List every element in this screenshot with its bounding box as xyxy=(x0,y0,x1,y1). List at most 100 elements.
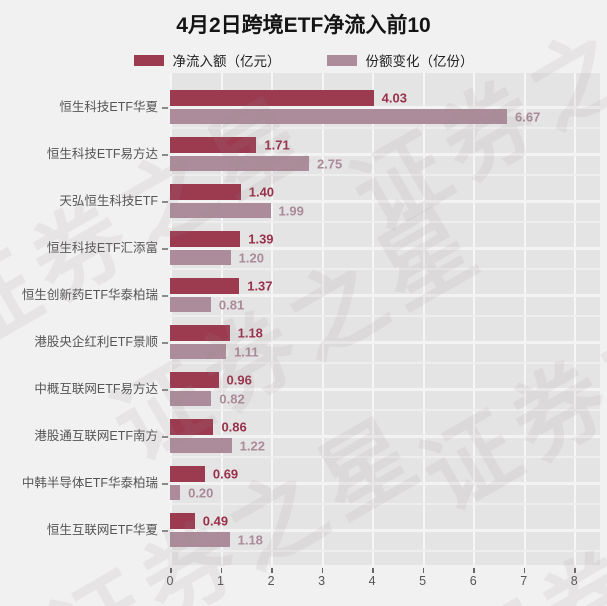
share-bar-row: 2.75 xyxy=(170,156,600,171)
share-bar[interactable] xyxy=(170,532,230,547)
share-bar-row: 6.67 xyxy=(170,109,600,124)
group-separator xyxy=(170,362,600,364)
inflow-bar[interactable] xyxy=(170,231,241,247)
share-bar[interactable] xyxy=(170,156,309,171)
inflow-bar[interactable] xyxy=(170,513,195,529)
bar-group: 1.18 1.11 xyxy=(170,325,600,372)
bar-gap-stripe xyxy=(170,106,600,109)
bar-value-label: 1.18 xyxy=(237,325,263,341)
category-tick-icon xyxy=(162,295,168,297)
bar-value-label: 1.39 xyxy=(248,231,274,247)
bar-value-label: 4.03 xyxy=(381,90,407,106)
group-separator xyxy=(170,221,600,223)
group-separator xyxy=(170,456,600,458)
category-tick-icon xyxy=(162,483,168,485)
share-bar[interactable] xyxy=(170,344,227,359)
share-bar-row: 0.81 xyxy=(170,297,600,312)
inflow-bar[interactable] xyxy=(170,90,374,106)
category-label: 中韩半导体ETF华泰柏瑞 xyxy=(21,476,158,490)
share-bar[interactable] xyxy=(170,438,232,453)
category-row: 中韩半导体ETF华泰柏瑞 xyxy=(0,466,170,513)
category-label: 恒生科技ETF汇添富 xyxy=(46,241,158,255)
x-tick-mark xyxy=(473,568,475,573)
share-swatch-icon xyxy=(326,54,357,66)
bar-group: 1.71 2.75 xyxy=(170,137,600,184)
bar-gap-stripe xyxy=(170,529,600,532)
gridline xyxy=(372,73,375,565)
inflow-bar-row: 4.03 xyxy=(170,90,600,106)
share-bar[interactable] xyxy=(170,250,231,265)
x-tick-label: 0 xyxy=(166,574,174,588)
bar-group: 1.39 1.20 xyxy=(170,231,600,278)
group-separator xyxy=(170,503,600,505)
inflow-bar[interactable] xyxy=(170,137,257,153)
group-separator xyxy=(170,127,600,129)
inflow-bar[interactable] xyxy=(170,466,205,482)
bar-value-label: 1.22 xyxy=(239,438,265,453)
share-bar[interactable] xyxy=(170,391,212,406)
share-bar-row: 0.20 xyxy=(170,485,600,500)
inflow-swatch-icon xyxy=(133,54,164,66)
inflow-bar[interactable] xyxy=(170,419,214,435)
bar-value-label: 0.86 xyxy=(221,419,247,435)
inflow-bar-row: 0.49 xyxy=(170,513,600,529)
inflow-bar[interactable] xyxy=(170,372,219,388)
share-bar-row: 1.22 xyxy=(170,438,600,453)
category-row: 天弘恒生科技ETF xyxy=(0,184,170,231)
category-row: 恒生科技ETF华夏 xyxy=(0,90,170,137)
share-bar-row: 1.18 xyxy=(170,532,600,547)
category-label: 恒生科技ETF易方达 xyxy=(46,147,158,161)
gridline xyxy=(170,73,172,565)
group-separator xyxy=(170,550,600,552)
x-tick-mark xyxy=(574,568,576,573)
x-tick-mark xyxy=(271,568,273,573)
legend-label-inflow: 净流入额（亿元） xyxy=(172,54,281,69)
share-bar-row: 1.20 xyxy=(170,250,600,265)
gridline xyxy=(473,73,476,565)
category-tick-icon xyxy=(162,530,168,532)
bar-gap-stripe xyxy=(170,294,600,297)
inflow-bar-row: 1.37 xyxy=(170,278,600,294)
x-tick-label: 6 xyxy=(469,574,477,588)
category-tick-icon xyxy=(162,389,168,391)
x-tick-label: 2 xyxy=(267,574,275,588)
bar-value-label: 1.71 xyxy=(264,137,290,153)
category-label: 恒生科技ETF华夏 xyxy=(59,100,158,114)
x-axis: 0 1 2 3 4 5 6 7 8 xyxy=(0,565,607,595)
bar-group: 0.96 0.82 xyxy=(170,372,600,419)
share-bar-row: 1.11 xyxy=(170,344,600,359)
x-tick-label: 1 xyxy=(217,574,224,588)
category-axis: 恒生科技ETF华夏 恒生科技ETF易方达 天弘恒生科技ETF 恒生科技ETF汇添富 恒生… xyxy=(0,90,170,560)
group-separator xyxy=(170,268,600,270)
bar-gap-stripe xyxy=(170,200,600,203)
bar-group: 0.69 0.20 xyxy=(170,466,600,513)
category-tick-icon xyxy=(162,248,168,250)
share-bar[interactable] xyxy=(170,297,211,312)
inflow-bar-row: 0.86 xyxy=(170,419,600,435)
chart-title: 4月2日跨境ETF净流入前10 xyxy=(176,14,431,37)
share-bar[interactable] xyxy=(170,109,508,124)
share-bar[interactable] xyxy=(170,203,271,218)
inflow-bar-row: 1.40 xyxy=(170,184,600,200)
share-bar[interactable] xyxy=(170,485,181,500)
inflow-bar[interactable] xyxy=(170,184,241,200)
bar-gap-stripe xyxy=(170,153,600,156)
legend-item-inflow[interactable]: 净流入额（亿元） xyxy=(133,50,281,70)
inflow-bar-row: 0.96 xyxy=(170,372,600,388)
bar-value-label: 0.20 xyxy=(188,485,214,500)
category-label: 中概互联网ETF易方达 xyxy=(34,382,158,396)
bar-group: 1.37 0.81 xyxy=(170,278,600,325)
x-tick-mark xyxy=(170,568,172,573)
bar-value-label: 1.40 xyxy=(248,184,275,200)
bar-value-label: 1.99 xyxy=(278,203,304,218)
inflow-bar-row: 1.39 xyxy=(170,231,600,247)
bar-value-label: 6.67 xyxy=(515,109,541,124)
inflow-bar[interactable] xyxy=(170,325,230,341)
legend-item-share[interactable]: 份额变化（亿份） xyxy=(326,50,474,70)
bar-gap-stripe xyxy=(170,247,600,250)
bar-group: 4.03 6.67 xyxy=(170,90,600,137)
bar-value-label: 0.82 xyxy=(219,391,245,406)
x-tick-mark xyxy=(220,568,223,573)
inflow-bar[interactable] xyxy=(170,278,240,294)
